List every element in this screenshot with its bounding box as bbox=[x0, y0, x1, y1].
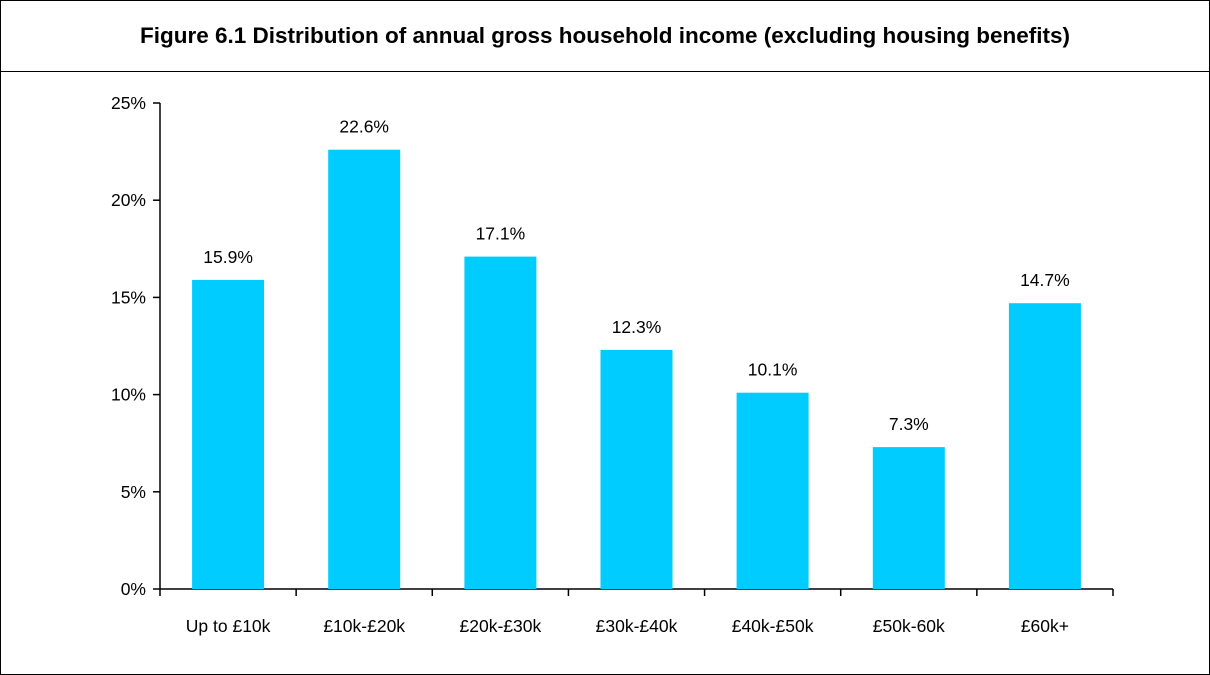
bars bbox=[192, 149, 1081, 589]
bar-6 bbox=[872, 447, 945, 589]
bar-5 bbox=[736, 392, 809, 589]
y-tick-label-4: 15% bbox=[111, 287, 146, 307]
bar-3 bbox=[464, 256, 537, 589]
x-tick-label-1: Up to £10k bbox=[186, 616, 271, 636]
y-axis: 0% 5% 10% 15% 20% 25% bbox=[111, 93, 161, 599]
x-tick-label-4: £30k-£40k bbox=[596, 616, 678, 636]
x-tick-label-6: £50k-60k bbox=[873, 616, 945, 636]
y-tick-label-3: 10% bbox=[111, 385, 146, 405]
bar-4 bbox=[600, 349, 673, 589]
figure-title: Figure 6.1 Distribution of annual gross … bbox=[139, 23, 1071, 48]
y-tick-label-5: 20% bbox=[111, 190, 146, 210]
x-tick-label-5: £40k-£50k bbox=[732, 616, 814, 636]
figure-title-bar: Figure 6.1 Distribution of annual gross … bbox=[1, 1, 1209, 72]
x-tick-label-7: £60k+ bbox=[1021, 616, 1069, 636]
data-label-1: 15.9% bbox=[203, 247, 253, 267]
y-tick-label-2: 5% bbox=[121, 482, 146, 502]
data-label-2: 22.6% bbox=[339, 117, 389, 137]
y-tick-label-6: 25% bbox=[111, 93, 146, 113]
data-labels: 15.9% 22.6% 17.1% 12.3% 10.1% 7.3% 14.7% bbox=[203, 117, 1069, 434]
x-tick-label-3: £20k-£30k bbox=[460, 616, 542, 636]
data-label-4: 12.3% bbox=[612, 317, 662, 337]
bar-2 bbox=[328, 149, 401, 589]
data-label-5: 10.1% bbox=[748, 360, 798, 380]
x-tick-label-2: £10k-£20k bbox=[323, 616, 405, 636]
y-tick-label-1: 0% bbox=[121, 579, 146, 599]
data-label-7: 14.7% bbox=[1020, 270, 1070, 290]
data-label-3: 17.1% bbox=[476, 224, 526, 244]
bar-7 bbox=[1008, 303, 1081, 589]
x-axis: Up to £10k £10k-£20k £20k-£30k £30k-£40k £40… bbox=[159, 588, 1114, 636]
data-label-6: 7.3% bbox=[889, 414, 929, 434]
bar-1 bbox=[192, 279, 265, 589]
